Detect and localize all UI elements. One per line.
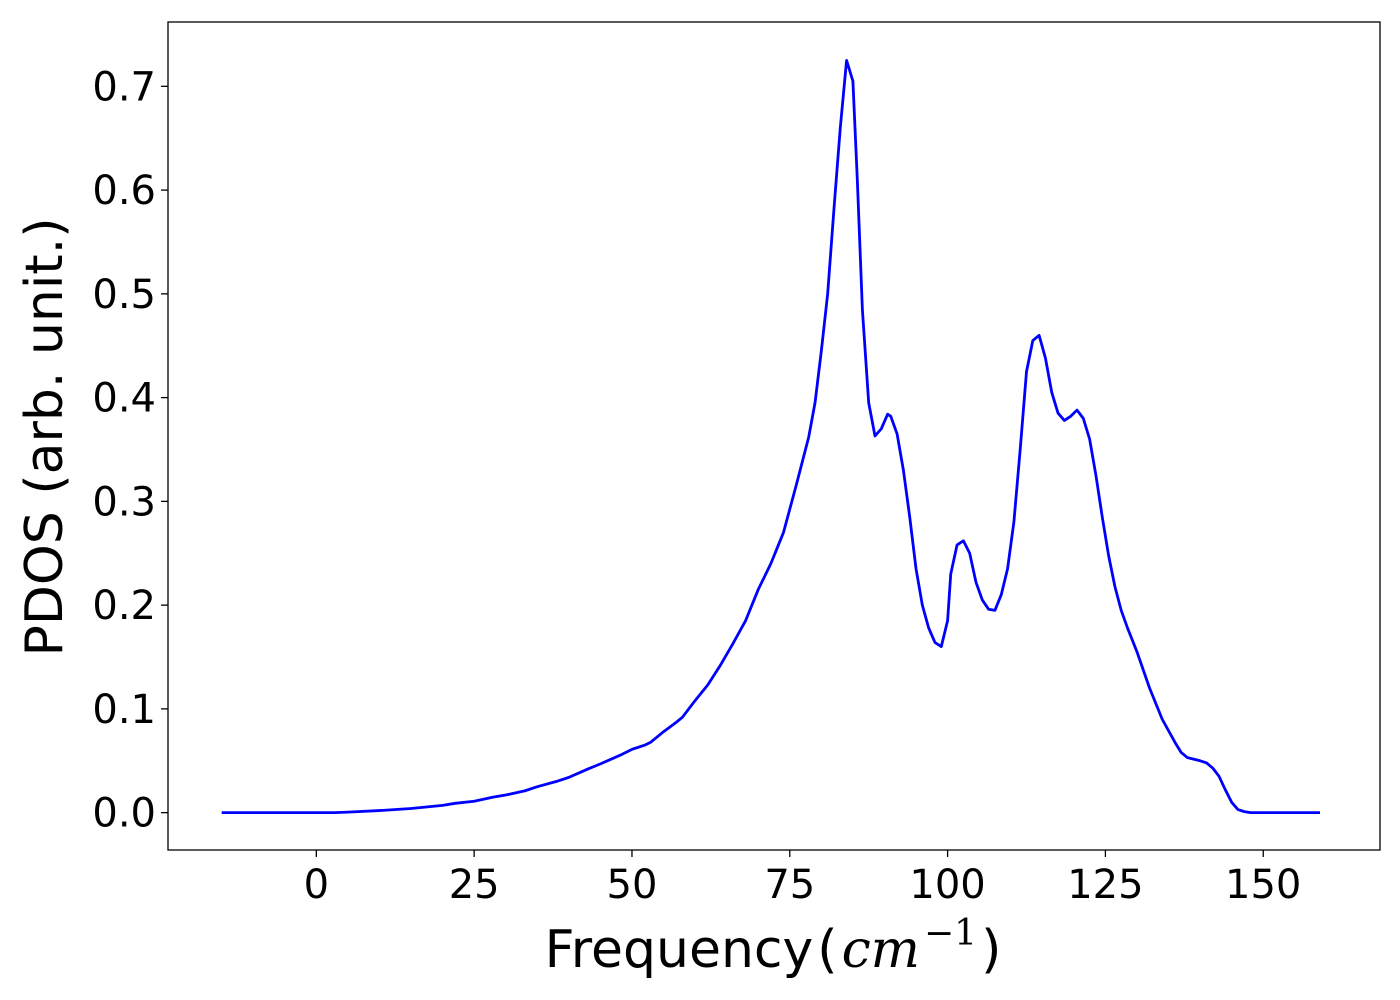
y-tick-label: 0.5 [92, 272, 156, 318]
y-tick-label: 0.6 [92, 168, 156, 214]
y-tick-label: 0.0 [92, 791, 156, 837]
x-tick-label: 100 [909, 862, 985, 908]
x-tick-label: 25 [449, 862, 500, 908]
y-tick-label: 0.2 [92, 583, 156, 629]
x-axis-label-paren-close: ) [981, 920, 1001, 980]
x-axis-label-text: Frequency [545, 920, 814, 980]
y-tick-label: 0.7 [92, 64, 156, 110]
x-tick-label: 125 [1067, 862, 1143, 908]
y-tick-label: 0.4 [92, 376, 156, 422]
y-axis-ticks: 0.0 0.1 0.2 0.3 0.4 0.5 0.6 0.7 [92, 64, 168, 837]
x-tick-label: 50 [607, 862, 658, 908]
x-axis-label-exponent: −1 [924, 913, 977, 954]
x-axis-label-paren-open: ( [817, 920, 837, 980]
y-tick-label: 0.1 [92, 687, 156, 733]
y-axis-label: PDOS (arb. unit.) [15, 217, 75, 656]
x-tick-label: 0 [304, 862, 329, 908]
axes-frame [167, 21, 1381, 851]
x-axis-ticks: 0 25 50 75 100 125 150 [304, 850, 1301, 908]
series-line [221, 58, 1321, 815]
y-tick-label: 0.3 [92, 479, 156, 525]
x-tick-label: 75 [764, 862, 815, 908]
x-tick-label: 150 [1225, 862, 1301, 908]
x-axis-label-unit: cm [842, 920, 920, 980]
x-axis-label: Frequency ( cm −1 ) [545, 913, 1002, 980]
